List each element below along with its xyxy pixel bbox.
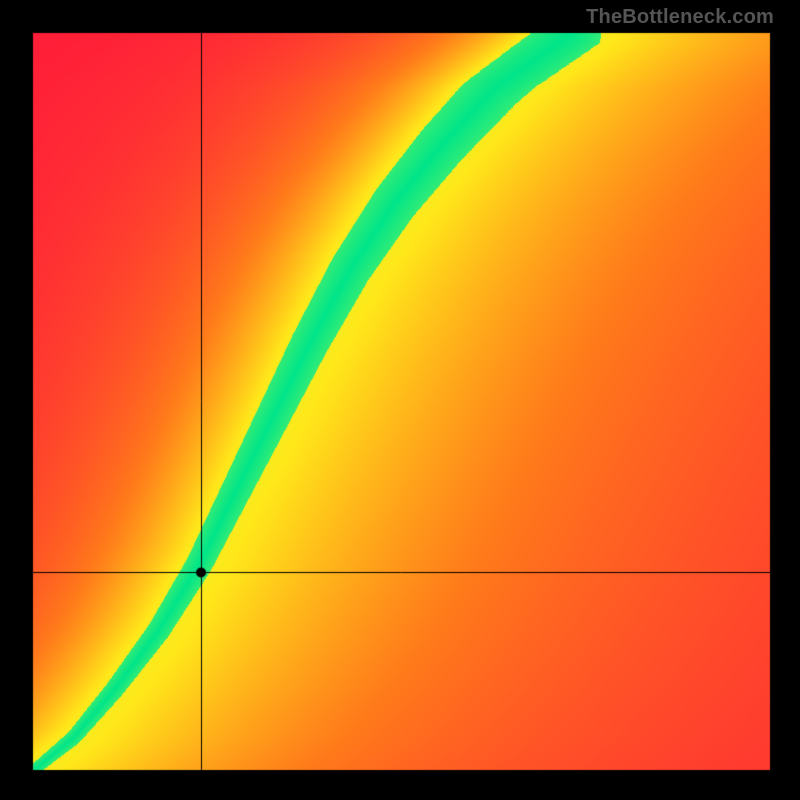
chart-container: TheBottleneck.com [0, 0, 800, 800]
watermark-text: TheBottleneck.com [586, 6, 774, 29]
bottleneck-heatmap [0, 0, 800, 800]
